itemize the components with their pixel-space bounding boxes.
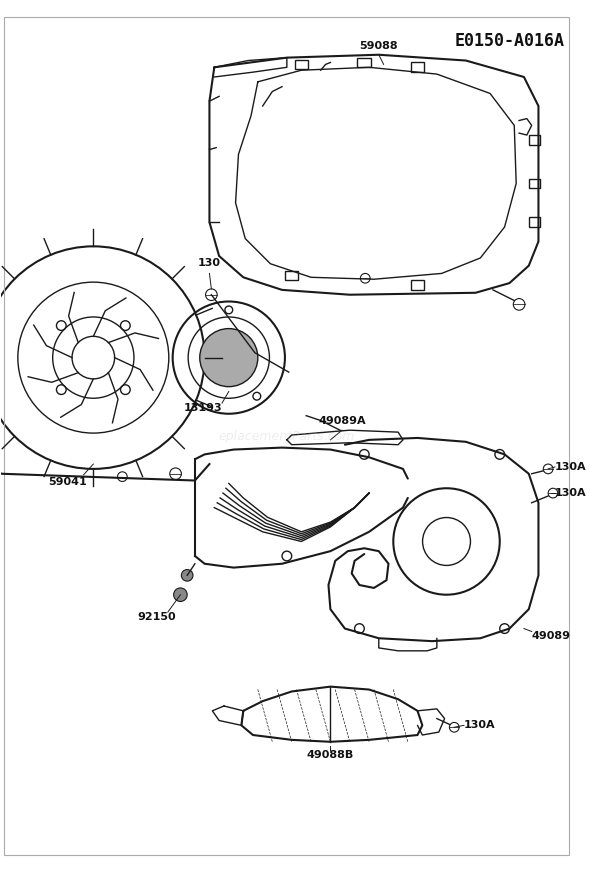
Text: 92150: 92150 [137,612,176,622]
Text: 49089: 49089 [532,631,571,642]
Bar [529,179,540,188]
Bar [529,217,540,227]
Circle shape [181,569,193,581]
Circle shape [173,588,187,602]
Bar [411,63,424,72]
Bar [358,58,371,67]
Bar [411,280,424,290]
Bar [285,270,299,280]
Text: 59088: 59088 [359,41,398,51]
Bar [294,59,308,69]
Text: 49089A: 49089A [318,416,366,426]
Circle shape [200,329,258,386]
Text: 59041: 59041 [48,477,87,487]
Text: 13193: 13193 [183,403,222,413]
Text: 49088B: 49088B [307,750,354,760]
Bar [529,135,540,145]
Text: 130: 130 [198,257,221,268]
Text: E0150-A016A: E0150-A016A [454,31,565,50]
Text: 130A: 130A [464,720,496,731]
Text: 130A: 130A [555,488,586,498]
Text: 130A: 130A [555,462,586,472]
Text: eplacementParts.com: eplacementParts.com [219,430,355,442]
